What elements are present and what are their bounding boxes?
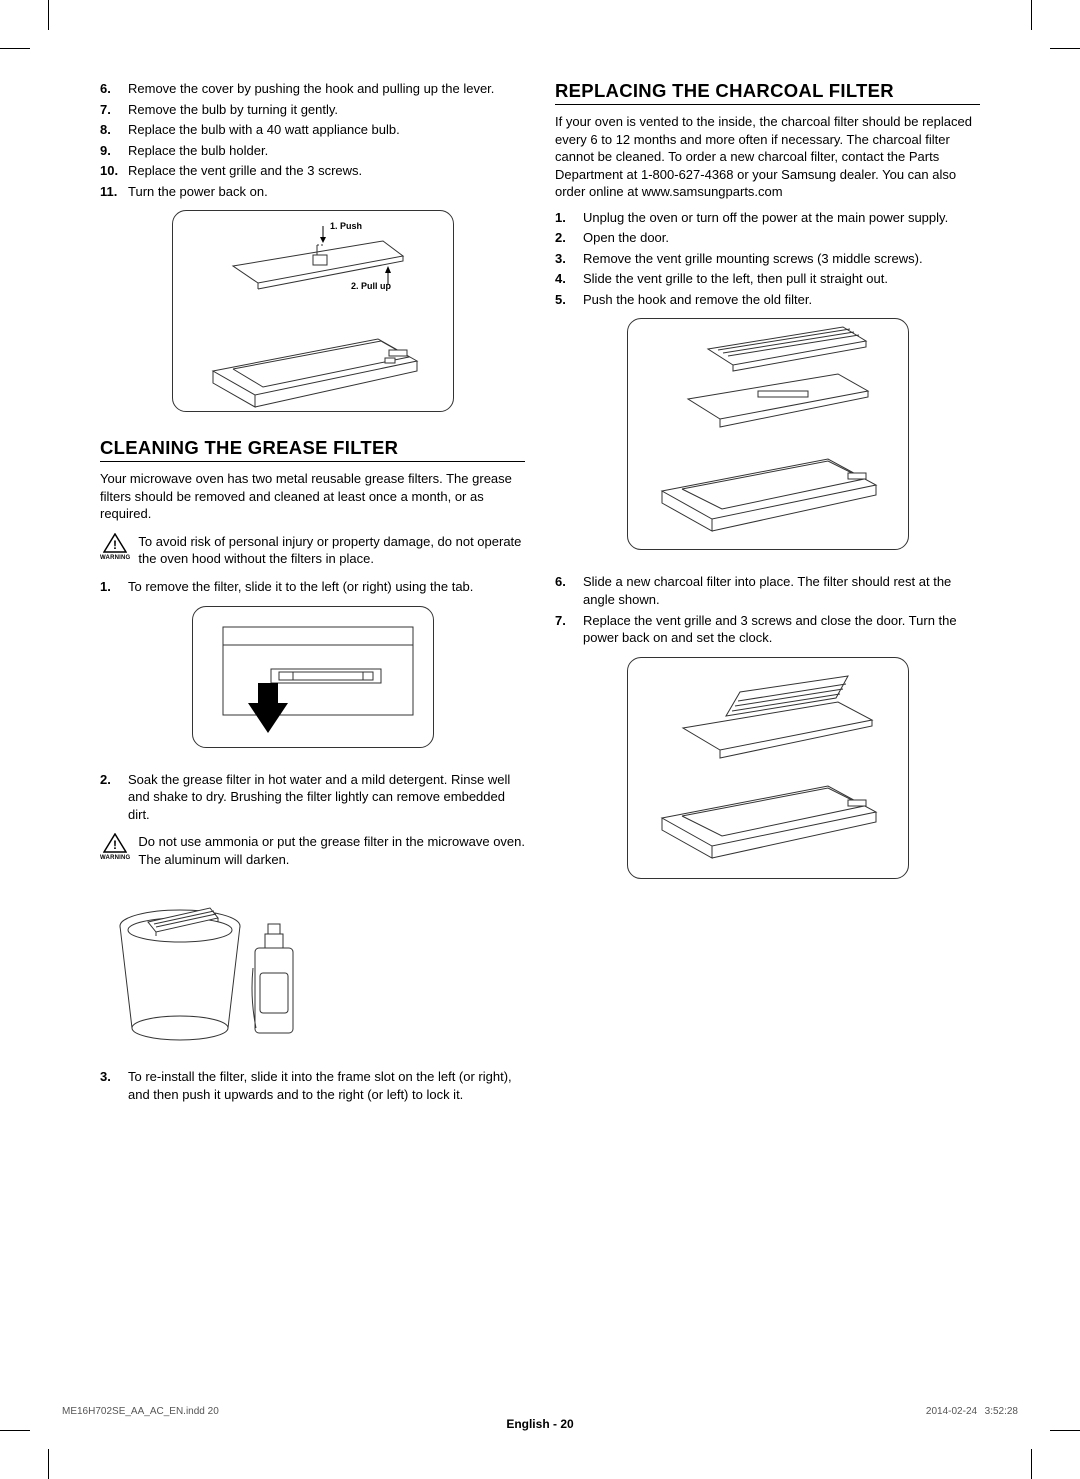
crop-mark [0, 48, 30, 49]
step-number: 5. [555, 291, 575, 309]
print-info-right: 2014-02-24 3:52:28 [926, 1406, 1018, 1417]
list-item: 10. Replace the vent grille and the 3 scr… [100, 162, 525, 180]
pull-label: 2. Pull up [351, 281, 392, 291]
step-text: Push the hook and remove the old filter. [583, 291, 980, 309]
list-item: 3. Remove the vent grille mounting screws… [555, 250, 980, 268]
step-number: 1. [100, 578, 120, 596]
step-text: Unplug the oven or turn off the power at… [583, 209, 980, 227]
grease-intro: Your microwave oven has two metal reusab… [100, 470, 525, 523]
list-item: 2. Open the door. [555, 229, 980, 247]
heading-grease-filter: CLEANING THE GREASE FILTER [100, 437, 525, 462]
warning-text: Do not use ammonia or put the grease fil… [138, 833, 525, 868]
warning-2: ! WARNING Do not use ammonia or put the … [100, 833, 525, 868]
right-column: REPLACING THE CHARCOAL FILTER If your ov… [555, 80, 980, 1379]
page-footer: English - 20 [0, 1417, 1080, 1431]
step-text: Remove the bulb by turning it gently. [128, 101, 525, 119]
step-number: 11. [100, 183, 120, 201]
step-number: 1. [555, 209, 575, 227]
list-item: 5. Push the hook and remove the old filte… [555, 291, 980, 309]
step-text: Replace the vent grille and the 3 screws… [128, 162, 525, 180]
push-label: 1. Push [330, 221, 362, 231]
list-item: 8. Replace the bulb with a 40 watt applia… [100, 121, 525, 139]
heading-charcoal-filter: REPLACING THE CHARCOAL FILTER [555, 80, 980, 105]
bulb-steps-list: 6. Remove the cover by pushing the hook a… [100, 80, 525, 200]
step-text: Replace the bulb with a 40 watt applianc… [128, 121, 525, 139]
figure-bucket [100, 878, 525, 1048]
warning-1: ! WARNING To avoid risk of personal inju… [100, 533, 525, 568]
step-number: 7. [555, 612, 575, 647]
step-number: 9. [100, 142, 120, 160]
step-number: 6. [555, 573, 575, 608]
step-number: 3. [100, 1068, 120, 1103]
warning-label: WARNING [100, 554, 130, 562]
charcoal-steps-list-a: 1. Unplug the oven or turn off the power … [555, 209, 980, 309]
filter-remove-diagram [193, 607, 433, 747]
step-text: Soak the grease filter in hot water and … [128, 771, 525, 824]
crop-mark [1050, 48, 1080, 49]
step-number: 2. [100, 771, 120, 824]
warning-icon: ! WARNING [100, 833, 130, 868]
step-text: Replace the bulb holder. [128, 142, 525, 160]
step-number: 6. [100, 80, 120, 98]
step-number: 2. [555, 229, 575, 247]
list-item: 9. Replace the bulb holder. [100, 142, 525, 160]
grease-step-2: 2. Soak the grease filter in hot water a… [100, 771, 525, 824]
figure-bulb: 1. Push 2. Pull up [100, 210, 525, 415]
list-item: 1. Unplug the oven or turn off the power … [555, 209, 980, 227]
crop-mark [48, 1449, 49, 1479]
figure-filter-remove [100, 606, 525, 751]
grease-step-3: 3. To re-install the filter, slide it in… [100, 1068, 525, 1103]
step-text: Remove the vent grille mounting screws (… [583, 250, 980, 268]
crop-mark [48, 0, 49, 30]
step-text: To remove the filter, slide it to the le… [128, 578, 525, 596]
bucket-diagram [100, 878, 310, 1048]
footer-page: 20 [560, 1417, 573, 1431]
step-number: 7. [100, 101, 120, 119]
list-item: 6.Slide a new charcoal filter into place… [555, 573, 980, 608]
list-item: 6. Remove the cover by pushing the hook a… [100, 80, 525, 98]
step-text: To re-install the filter, slide it into … [128, 1068, 525, 1103]
figure-charcoal-insert [555, 657, 980, 882]
list-item: 11. Turn the power back on. [100, 183, 525, 201]
warning-icon: ! WARNING [100, 533, 130, 568]
step-text: Replace the vent grille and 3 screws and… [583, 612, 980, 647]
grease-step-1: 1. To remove the filter, slide it to the … [100, 578, 525, 596]
step-number: 3. [555, 250, 575, 268]
charcoal-insert-diagram [628, 658, 908, 878]
svg-text:!: ! [113, 538, 117, 552]
step-number: 10. [100, 162, 120, 180]
step-number: 4. [555, 270, 575, 288]
step-text: Remove the cover by pushing the hook and… [128, 80, 525, 98]
print-info-left: ME16H702SE_AA_AC_EN.indd 20 [62, 1406, 219, 1417]
list-item: 7. Remove the bulb by turning it gently. [100, 101, 525, 119]
microwave-bulb-diagram: 1. Push 2. Pull up [173, 211, 453, 411]
list-item: 4. Slide the vent grille to the left, the… [555, 270, 980, 288]
list-item: 1. To remove the filter, slide it to the … [100, 578, 525, 596]
list-item: 7.Replace the vent grille and 3 screws a… [555, 612, 980, 647]
footer-lang: English - [506, 1417, 560, 1431]
charcoal-steps-list-b: 6.Slide a new charcoal filter into place… [555, 573, 980, 646]
page-content: 6. Remove the cover by pushing the hook a… [100, 80, 980, 1379]
step-text: Open the door. [583, 229, 980, 247]
step-text: Slide a new charcoal filter into place. … [583, 573, 980, 608]
step-text: Turn the power back on. [128, 183, 525, 201]
crop-mark [1031, 0, 1032, 30]
warning-label: WARNING [100, 854, 130, 862]
figure-charcoal-remove [555, 318, 980, 553]
left-column: 6. Remove the cover by pushing the hook a… [100, 80, 525, 1379]
svg-text:!: ! [113, 838, 117, 852]
crop-mark [1031, 1449, 1032, 1479]
charcoal-intro: If your oven is vented to the inside, th… [555, 113, 980, 201]
step-number: 8. [100, 121, 120, 139]
charcoal-remove-diagram [628, 319, 908, 549]
warning-text: To avoid risk of personal injury or prop… [138, 533, 525, 568]
step-text: Slide the vent grille to the left, then … [583, 270, 980, 288]
